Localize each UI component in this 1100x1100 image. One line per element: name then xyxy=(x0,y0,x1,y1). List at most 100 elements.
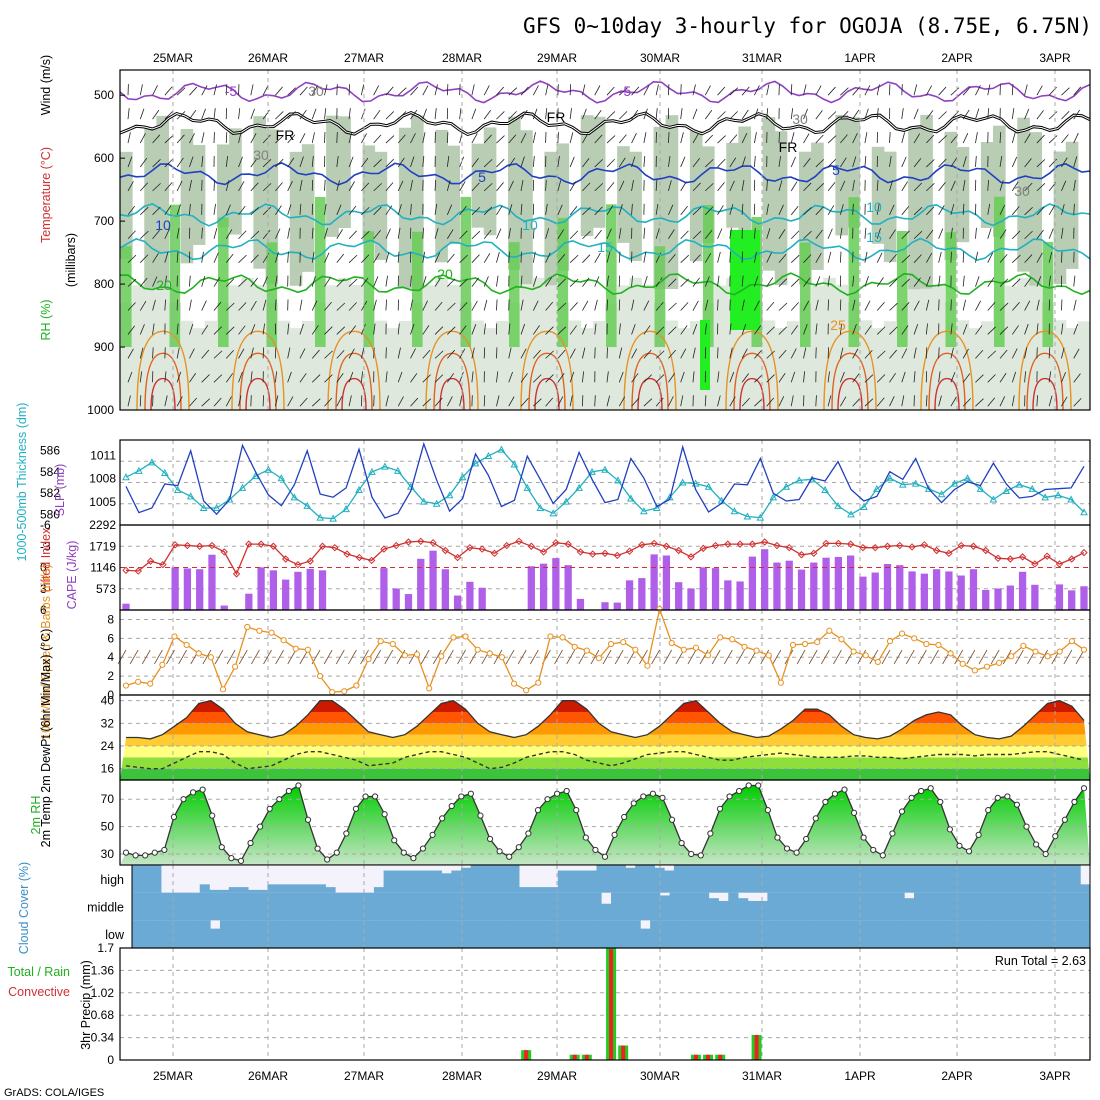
cloud-middle-bar xyxy=(435,892,446,921)
date-label-top: 27MAR xyxy=(344,51,384,65)
cloud-high-bar xyxy=(760,865,772,893)
wind-barb xyxy=(164,135,174,144)
wind-barb xyxy=(225,278,235,287)
cloud-low-bar xyxy=(874,920,886,948)
cloud-high-bar xyxy=(925,865,936,893)
wind-barb xyxy=(373,109,381,120)
wind-barb xyxy=(655,228,660,239)
thickness-point xyxy=(911,479,920,487)
cloud-high-bar xyxy=(315,884,326,893)
wind-barb xyxy=(1011,348,1018,359)
wind-barb xyxy=(864,108,869,120)
wind-barb xyxy=(741,299,745,311)
wind-speed-line-point xyxy=(401,652,409,659)
wind-barb xyxy=(864,251,868,263)
wind-barb xyxy=(655,179,658,191)
wind-barb xyxy=(754,276,759,287)
rh-shading xyxy=(495,320,509,410)
lifted-index-point xyxy=(306,557,314,565)
lifted-index-point xyxy=(846,540,855,548)
lifted-index-point xyxy=(503,541,511,550)
wind-barb xyxy=(471,108,477,120)
wind-barb xyxy=(152,299,156,311)
cape-bar xyxy=(932,569,941,610)
wind-barb xyxy=(410,180,413,191)
wind-speed-line-point xyxy=(341,688,348,695)
contour-label: -5 xyxy=(619,83,632,99)
wind-barb xyxy=(361,206,370,216)
cloud-low-bar xyxy=(259,920,270,948)
wind-barb xyxy=(827,205,835,216)
wind-barb xyxy=(975,108,980,120)
credit-label: GrADS: COLA/IGES xyxy=(4,1087,104,1099)
wind-barb xyxy=(901,302,910,311)
cloud-high-bar xyxy=(809,865,820,893)
precip-total-legend: Total / Rain xyxy=(7,965,70,979)
cloud-high-bar xyxy=(470,865,481,893)
wind-barb xyxy=(410,86,419,96)
cloud-high-bar xyxy=(1012,865,1023,893)
wind-barb xyxy=(348,230,357,240)
cape-bar xyxy=(699,567,707,610)
wind-barb xyxy=(962,299,966,311)
cloud-low-bar xyxy=(1021,920,1032,948)
wind-barb xyxy=(324,252,330,263)
cloud-low-bar xyxy=(923,920,934,948)
lifted-index-point xyxy=(797,551,806,559)
wind-barb xyxy=(692,182,701,192)
wind-barb-10m xyxy=(226,649,236,665)
cloud-middle-bar xyxy=(581,892,592,921)
wind-barb xyxy=(410,397,419,407)
wind-barb xyxy=(852,275,855,287)
wind-barb xyxy=(631,133,637,144)
wind-barb xyxy=(987,302,996,311)
wind-barb xyxy=(717,347,719,359)
wind-barb xyxy=(975,251,979,263)
wind-barb xyxy=(803,133,810,144)
wind-barb xyxy=(569,254,579,263)
wind-barb xyxy=(434,203,438,215)
wind-barb xyxy=(225,204,231,215)
thickness-point xyxy=(419,497,428,505)
lifted-index-point xyxy=(674,546,683,555)
lifted-index-point xyxy=(982,546,990,555)
wind-barb xyxy=(287,347,291,359)
thickness-point xyxy=(238,483,247,491)
wind-barb xyxy=(1073,275,1076,287)
wind-barb xyxy=(152,109,160,120)
cloud-middle-bar xyxy=(601,903,612,921)
lifted-index-point xyxy=(650,539,658,548)
contour-label: 20 xyxy=(437,266,453,282)
wind-speed-line-point xyxy=(1032,648,1039,655)
rh-line-point xyxy=(783,845,791,852)
rh-shading xyxy=(121,246,132,348)
wind-barb xyxy=(840,396,847,407)
wind-barb-10m xyxy=(263,649,272,665)
wind-barb xyxy=(790,325,798,335)
wind-barb xyxy=(901,254,911,263)
wind-barb xyxy=(692,371,695,383)
wind-barb xyxy=(483,253,491,263)
wind-speed-line-point xyxy=(899,630,906,637)
precip-convective-bar xyxy=(718,1054,723,1060)
wind-barb xyxy=(729,87,739,96)
wind-barb xyxy=(213,108,216,120)
wind-barb xyxy=(225,180,230,191)
wind-barb xyxy=(741,348,748,359)
wind-barb xyxy=(901,325,909,335)
thickness-point xyxy=(588,467,596,475)
contour-label: 10 xyxy=(155,217,171,233)
wind-barb xyxy=(324,108,327,120)
cloud-high-bar xyxy=(1060,865,1072,893)
wind-barb xyxy=(1048,251,1053,263)
cloud-high-bar xyxy=(838,865,849,893)
rh-shading xyxy=(762,117,776,271)
wind-barb xyxy=(287,396,294,407)
rh-line-point xyxy=(1033,841,1040,848)
thickness-point xyxy=(1002,486,1011,494)
rh-shading xyxy=(823,277,836,410)
date-label-bottom: 30MAR xyxy=(640,1069,680,1083)
wind-barb xyxy=(999,326,1009,335)
cloud-middle-bar xyxy=(259,892,270,921)
rh-line-point xyxy=(467,790,474,797)
